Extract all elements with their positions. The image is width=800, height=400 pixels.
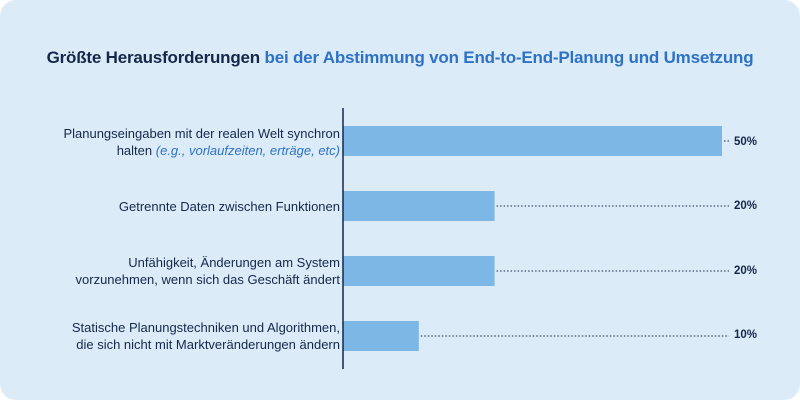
category-label-1-note: (e.g., vorlaufzeiten, erträge, etc) [155,143,340,158]
title-part-2: bei der Abstimmung von End-to-End-Planun… [264,48,754,67]
category-label-4-line2: die sich nicht mit Marktveränderungen än… [76,337,340,352]
bar-3 [343,256,495,286]
category-label-1: Planungseingaben mit der realen Welt syn… [40,125,340,159]
bar-1 [343,126,722,156]
category-label-4: Statische Planungstechniken und Algorith… [40,319,340,353]
value-label-4: 10% [734,329,758,341]
category-label-2: Getrennte Daten zwischen Funktionen [40,198,340,215]
category-label-2-line1: Getrennte Daten zwischen Funktionen [118,199,340,214]
value-label-1: 50% [734,136,758,148]
category-label-1-line1: Planungseingaben mit der realen Welt syn… [63,126,340,141]
category-label-4-line1: Statische Planungstechniken und Algorith… [71,320,340,335]
category-label-3-line2: vorzunehmen, wenn sich das Geschäft ände… [75,272,340,287]
chart-title: Größte Herausforderungen bei der Abstimm… [0,48,800,68]
title-part-1: Größte Herausforderungen [46,48,261,67]
value-label-3: 20% [734,265,758,277]
category-label-3: Unfähigkeit, Änderungen am System vorzun… [40,254,340,288]
category-label-1-line2: halten [116,143,156,158]
bar-2 [343,191,495,221]
value-label-2: 20% [734,200,758,212]
category-label-3-line1: Unfähigkeit, Änderungen am System [128,255,340,270]
bar-4 [343,321,419,351]
